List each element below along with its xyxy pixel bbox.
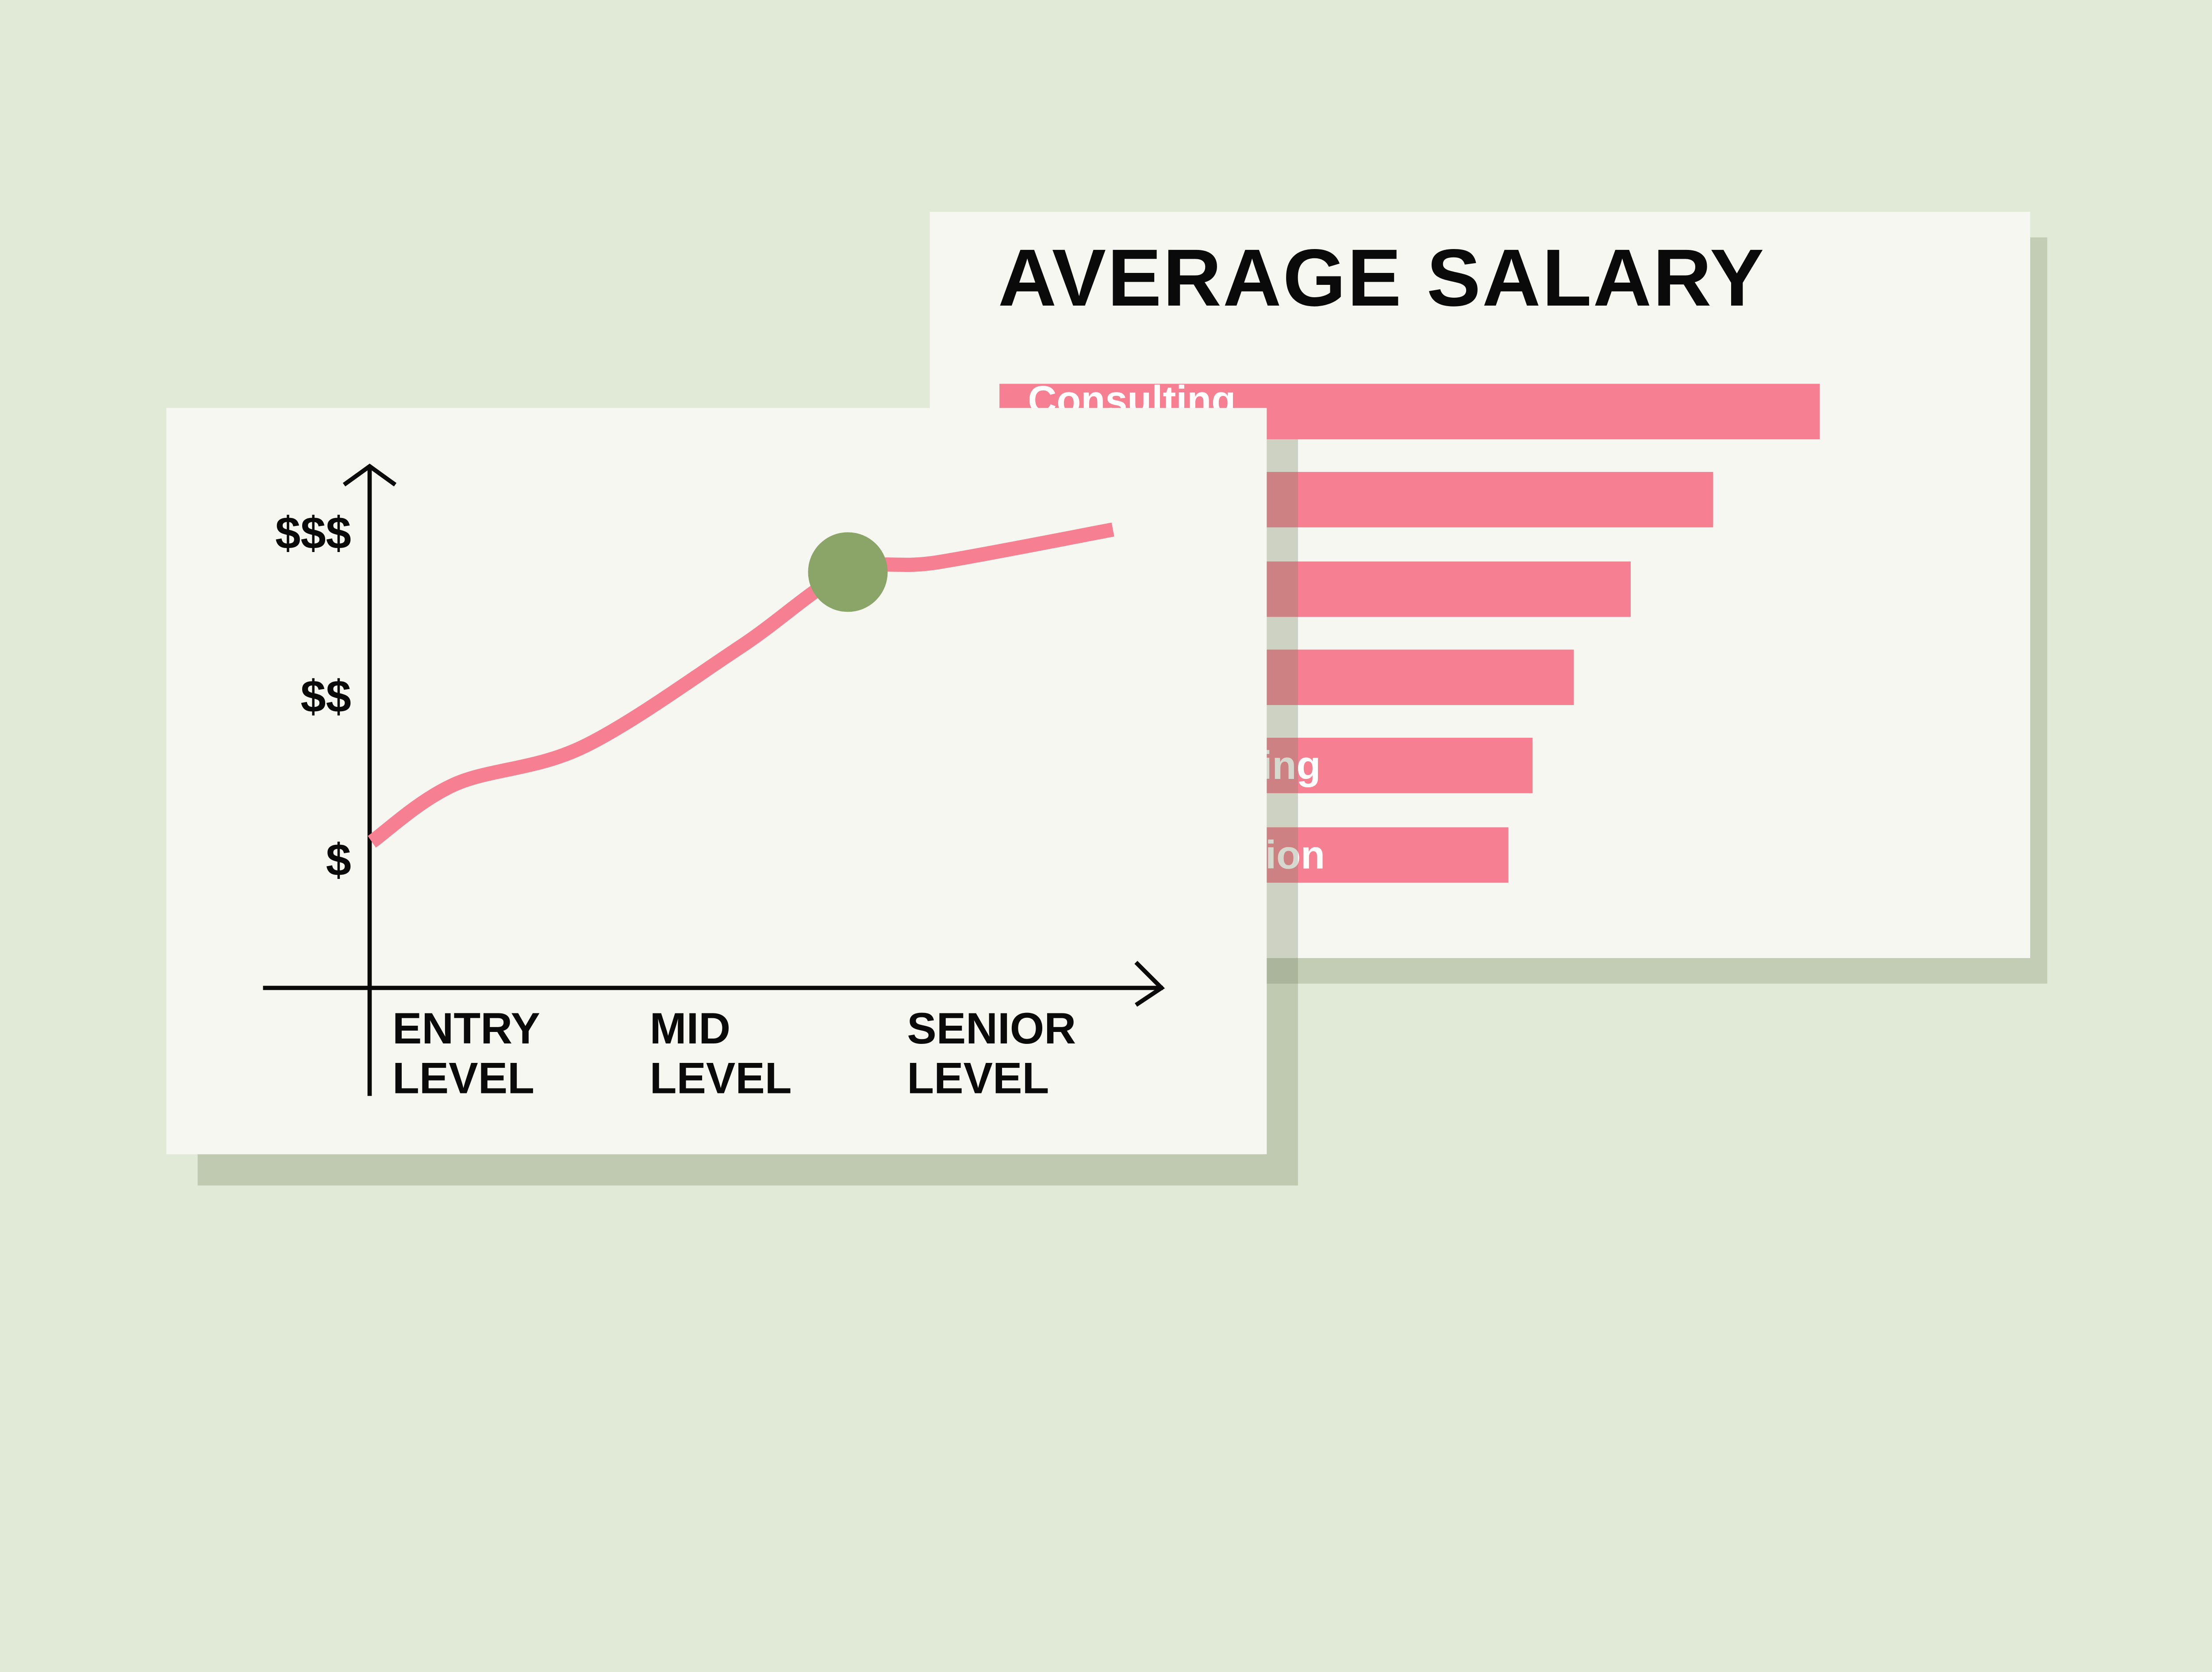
x-category-label: MID LEVEL [649, 1003, 792, 1103]
salary-line [368, 522, 1114, 848]
x-category-label: ENTRY LEVEL [392, 1003, 540, 1103]
bar-label: ing [1261, 744, 1321, 788]
chart-title: AVERAGE SALARY [998, 233, 1766, 324]
y-tick-label: $ [326, 834, 351, 886]
y-axis-arrow-icon [342, 464, 397, 487]
y-tick-label: $$ [300, 671, 351, 722]
highlight-point [808, 532, 888, 612]
bar-label: ion [1265, 832, 1325, 877]
x-category-label: SENIOR LEVEL [907, 1003, 1076, 1103]
y-tick-label: $$$ [275, 507, 351, 559]
y-axis [342, 464, 397, 1096]
x-axis [263, 961, 1165, 1007]
x-axis-arrow-icon [1134, 961, 1165, 1007]
